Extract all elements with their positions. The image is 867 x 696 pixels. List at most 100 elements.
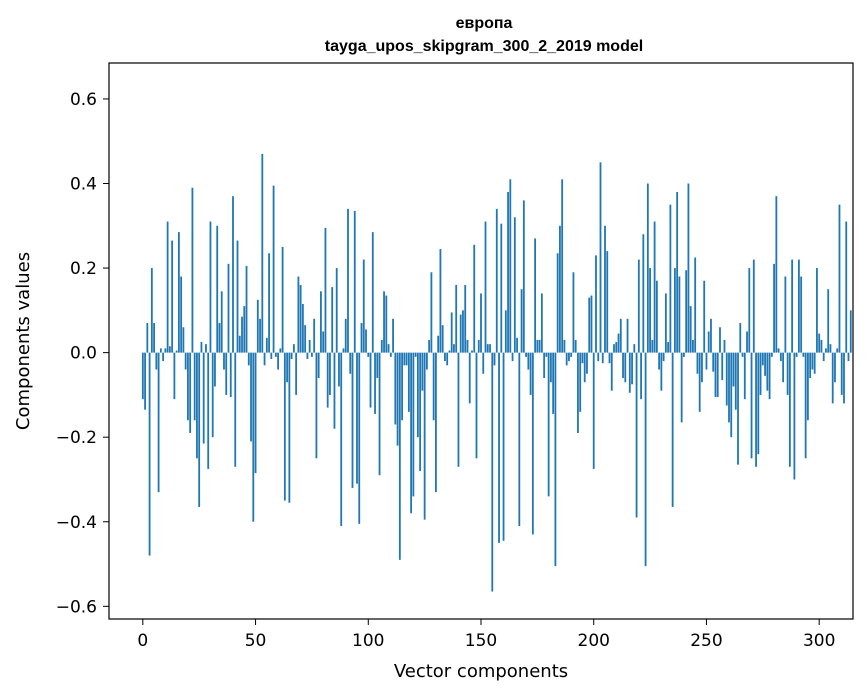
bar-22 [191, 187, 194, 353]
y-tick-label: 0.6 [70, 90, 97, 110]
bar-314 [849, 310, 852, 353]
bar-35 [220, 291, 223, 353]
bar-155 [491, 352, 494, 592]
bar-3 [148, 352, 151, 556]
bar-268 [746, 331, 748, 353]
bar-295 [807, 352, 809, 421]
bar-202 [597, 352, 600, 362]
bar-227 [653, 221, 656, 353]
bar-296 [809, 352, 812, 378]
bar-211 [617, 333, 620, 353]
bar-261 [730, 352, 733, 438]
bar-178 [543, 352, 546, 378]
bar-38 [227, 263, 230, 353]
bar-303 [825, 348, 827, 353]
bar-194 [579, 352, 582, 412]
bar-73 [306, 352, 309, 359]
bar-89 [342, 348, 345, 353]
bar-206 [606, 251, 609, 353]
bar-0 [141, 352, 144, 400]
bar-20 [187, 352, 189, 421]
bar-245 [694, 257, 697, 353]
bar-173 [531, 352, 534, 535]
bar-287 [788, 352, 791, 467]
bar-88 [340, 352, 343, 526]
bar-231 [662, 352, 665, 362]
bar-312 [845, 221, 848, 353]
bar-279 [770, 352, 773, 357]
x-tick-label: 0 [137, 631, 148, 651]
bar-83 [329, 352, 331, 395]
bar-6 [155, 352, 158, 370]
bar-1 [144, 352, 146, 410]
bar-247 [698, 352, 701, 412]
bar-159 [500, 223, 503, 353]
bar-158 [498, 352, 500, 543]
bar-106 [380, 339, 383, 353]
bar-300 [818, 333, 821, 353]
bar-304 [827, 289, 830, 353]
bar-45 [243, 306, 246, 353]
bar-270 [750, 352, 753, 459]
bar-246 [696, 352, 699, 374]
bar-212 [619, 318, 622, 353]
bar-258 [723, 339, 726, 353]
bar-254 [714, 352, 717, 398]
y-tick-label: 0.4 [70, 175, 97, 195]
bar-264 [737, 352, 739, 465]
bar-184 [556, 253, 559, 353]
bar-180 [547, 352, 550, 497]
bar-19 [184, 352, 187, 370]
bar-11 [166, 221, 169, 353]
bar-76 [313, 318, 316, 353]
bar-188 [565, 352, 568, 366]
x-tick-label: 200 [578, 631, 610, 651]
bar-285 [784, 276, 787, 353]
bar-168 [520, 289, 523, 353]
bar-171 [527, 352, 530, 370]
bar-175 [536, 339, 539, 353]
x-tick-label: 150 [465, 631, 497, 651]
bar-160 [502, 352, 505, 541]
bar-282 [777, 348, 780, 353]
bar-104 [376, 352, 379, 378]
bar-80 [322, 331, 325, 353]
bar-252 [710, 318, 712, 353]
bar-141 [459, 314, 462, 353]
y-tick-label: −0.6 [56, 597, 97, 617]
bar-82 [326, 352, 329, 408]
bar-91 [347, 208, 349, 353]
x-axis-ticks: 0 50 100 150 200 250 300 [137, 619, 835, 651]
bar-251 [707, 331, 710, 353]
bar-39 [229, 352, 232, 398]
bar-240 [683, 352, 685, 357]
bar-238 [678, 276, 681, 353]
x-tick-label: 300 [803, 631, 835, 651]
bar-105 [378, 352, 381, 476]
bar-14 [173, 352, 176, 400]
bar-207 [608, 352, 611, 364]
bar-190 [570, 352, 573, 357]
bar-65 [288, 352, 291, 503]
bar-310 [840, 352, 843, 395]
bar-299 [816, 268, 818, 353]
bar-69 [297, 276, 300, 353]
bar-62 [281, 246, 284, 353]
bar-138 [453, 344, 455, 353]
bar-233 [667, 342, 670, 353]
bar-100 [367, 352, 370, 357]
bar-292 [800, 276, 803, 353]
bar-275 [761, 352, 764, 366]
bar-145 [468, 352, 471, 404]
chart-subtitle: tayga_upos_skipgram_300_2_2019 model [325, 38, 643, 55]
bar-242 [687, 183, 690, 353]
bar-241 [685, 270, 688, 353]
bar-311 [843, 352, 845, 404]
bar-30 [209, 221, 212, 353]
bar-53 [261, 153, 264, 353]
bar-174 [534, 238, 537, 353]
bar-122 [416, 352, 419, 438]
y-tick-label: −0.4 [56, 513, 97, 533]
bar-305 [829, 344, 832, 353]
bar-255 [716, 352, 719, 398]
